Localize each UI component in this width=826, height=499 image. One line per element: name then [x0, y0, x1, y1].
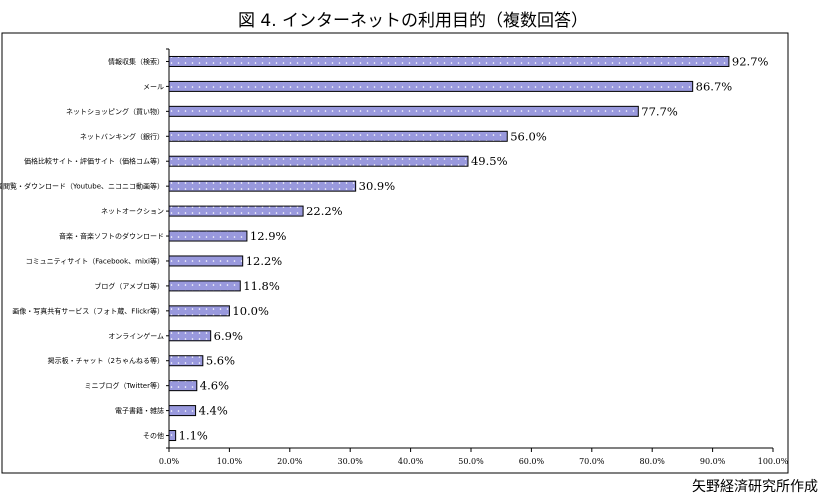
category-label: メール [143, 83, 164, 91]
value-label: 22.2% [306, 204, 343, 218]
category-label: その他 [143, 431, 164, 440]
value-label: 30.9% [359, 179, 396, 193]
category-label: 情報収集（検索） [108, 57, 164, 66]
value-label: 12.2% [246, 254, 283, 268]
category-label: 画像・写真共有サービス（フォト蔵、Flickr等） [12, 306, 164, 315]
category-label: 価格比較サイト・評価サイト（価格コム等） [24, 157, 164, 166]
category-label: オンラインゲーム [108, 331, 164, 340]
value-label: 11.8% [243, 279, 280, 293]
value-label: 10.0% [232, 304, 269, 318]
x-tick-label: 30.0% [337, 457, 363, 466]
bar [168, 55, 730, 67]
value-label: 5.6% [206, 354, 235, 368]
source-note: 矢野経済研究所作成 [692, 479, 818, 495]
bar [168, 280, 241, 292]
category-label: 動画閲覧・ダウンロード（Youtube、ニコニコ動画等） [0, 182, 164, 191]
bar [168, 430, 177, 442]
bar [168, 130, 508, 142]
bar [168, 180, 357, 192]
bar [168, 330, 212, 342]
value-label: 77.7% [641, 104, 678, 118]
bar [168, 80, 694, 92]
x-tick-label: 90.0% [700, 457, 726, 466]
x-tick-label: 50.0% [458, 457, 484, 466]
bar [168, 355, 204, 367]
category-label: ブログ（アメブロ等） [94, 281, 164, 290]
category-label: コミュニティサイト（Facebook、mixi等） [26, 256, 164, 265]
bar [168, 405, 197, 417]
x-tick-label: 70.0% [579, 457, 605, 466]
value-label: 1.1% [179, 429, 208, 443]
category-label: 電子書籍・雑誌 [115, 406, 164, 415]
value-label: 56.0% [510, 129, 547, 143]
value-label: 92.7% [732, 54, 769, 68]
x-tick-label: 60.0% [519, 457, 545, 466]
x-tick-label: 40.0% [398, 457, 424, 466]
value-label: 6.9% [214, 329, 243, 343]
category-label: ネットオークション [101, 208, 164, 216]
category-label: 音楽・音楽ソフトのダウンロード [59, 232, 164, 241]
category-label: ネットバンキング（銀行） [80, 132, 164, 141]
bar [168, 380, 198, 392]
category-label: ミニブログ（Twitter等） [85, 381, 164, 390]
bar [168, 205, 304, 217]
category-label: 掲示板・チャット（2ちゃんねる等） [48, 356, 164, 365]
bar [168, 230, 248, 242]
category-label: ネットショッピング（買い物） [66, 107, 164, 116]
value-label: 49.5% [471, 154, 508, 168]
x-tick-label: 100.0% [758, 457, 789, 466]
x-tick-label: 80.0% [639, 457, 665, 466]
value-label: 4.4% [199, 404, 228, 418]
bar [168, 255, 244, 267]
bar [168, 105, 639, 117]
bar [168, 305, 230, 317]
chart-title: 図 4. インターネットの利用目的（複数回答） [237, 11, 589, 31]
x-tick-label: 0.0% [159, 457, 180, 466]
x-tick-label: 10.0% [217, 457, 243, 466]
bar [168, 155, 469, 167]
x-tick-label: 20.0% [277, 457, 303, 466]
value-label: 86.7% [696, 79, 733, 93]
chart-frame [1, 32, 789, 474]
value-label: 4.6% [200, 379, 229, 393]
value-label: 12.9% [250, 229, 287, 243]
